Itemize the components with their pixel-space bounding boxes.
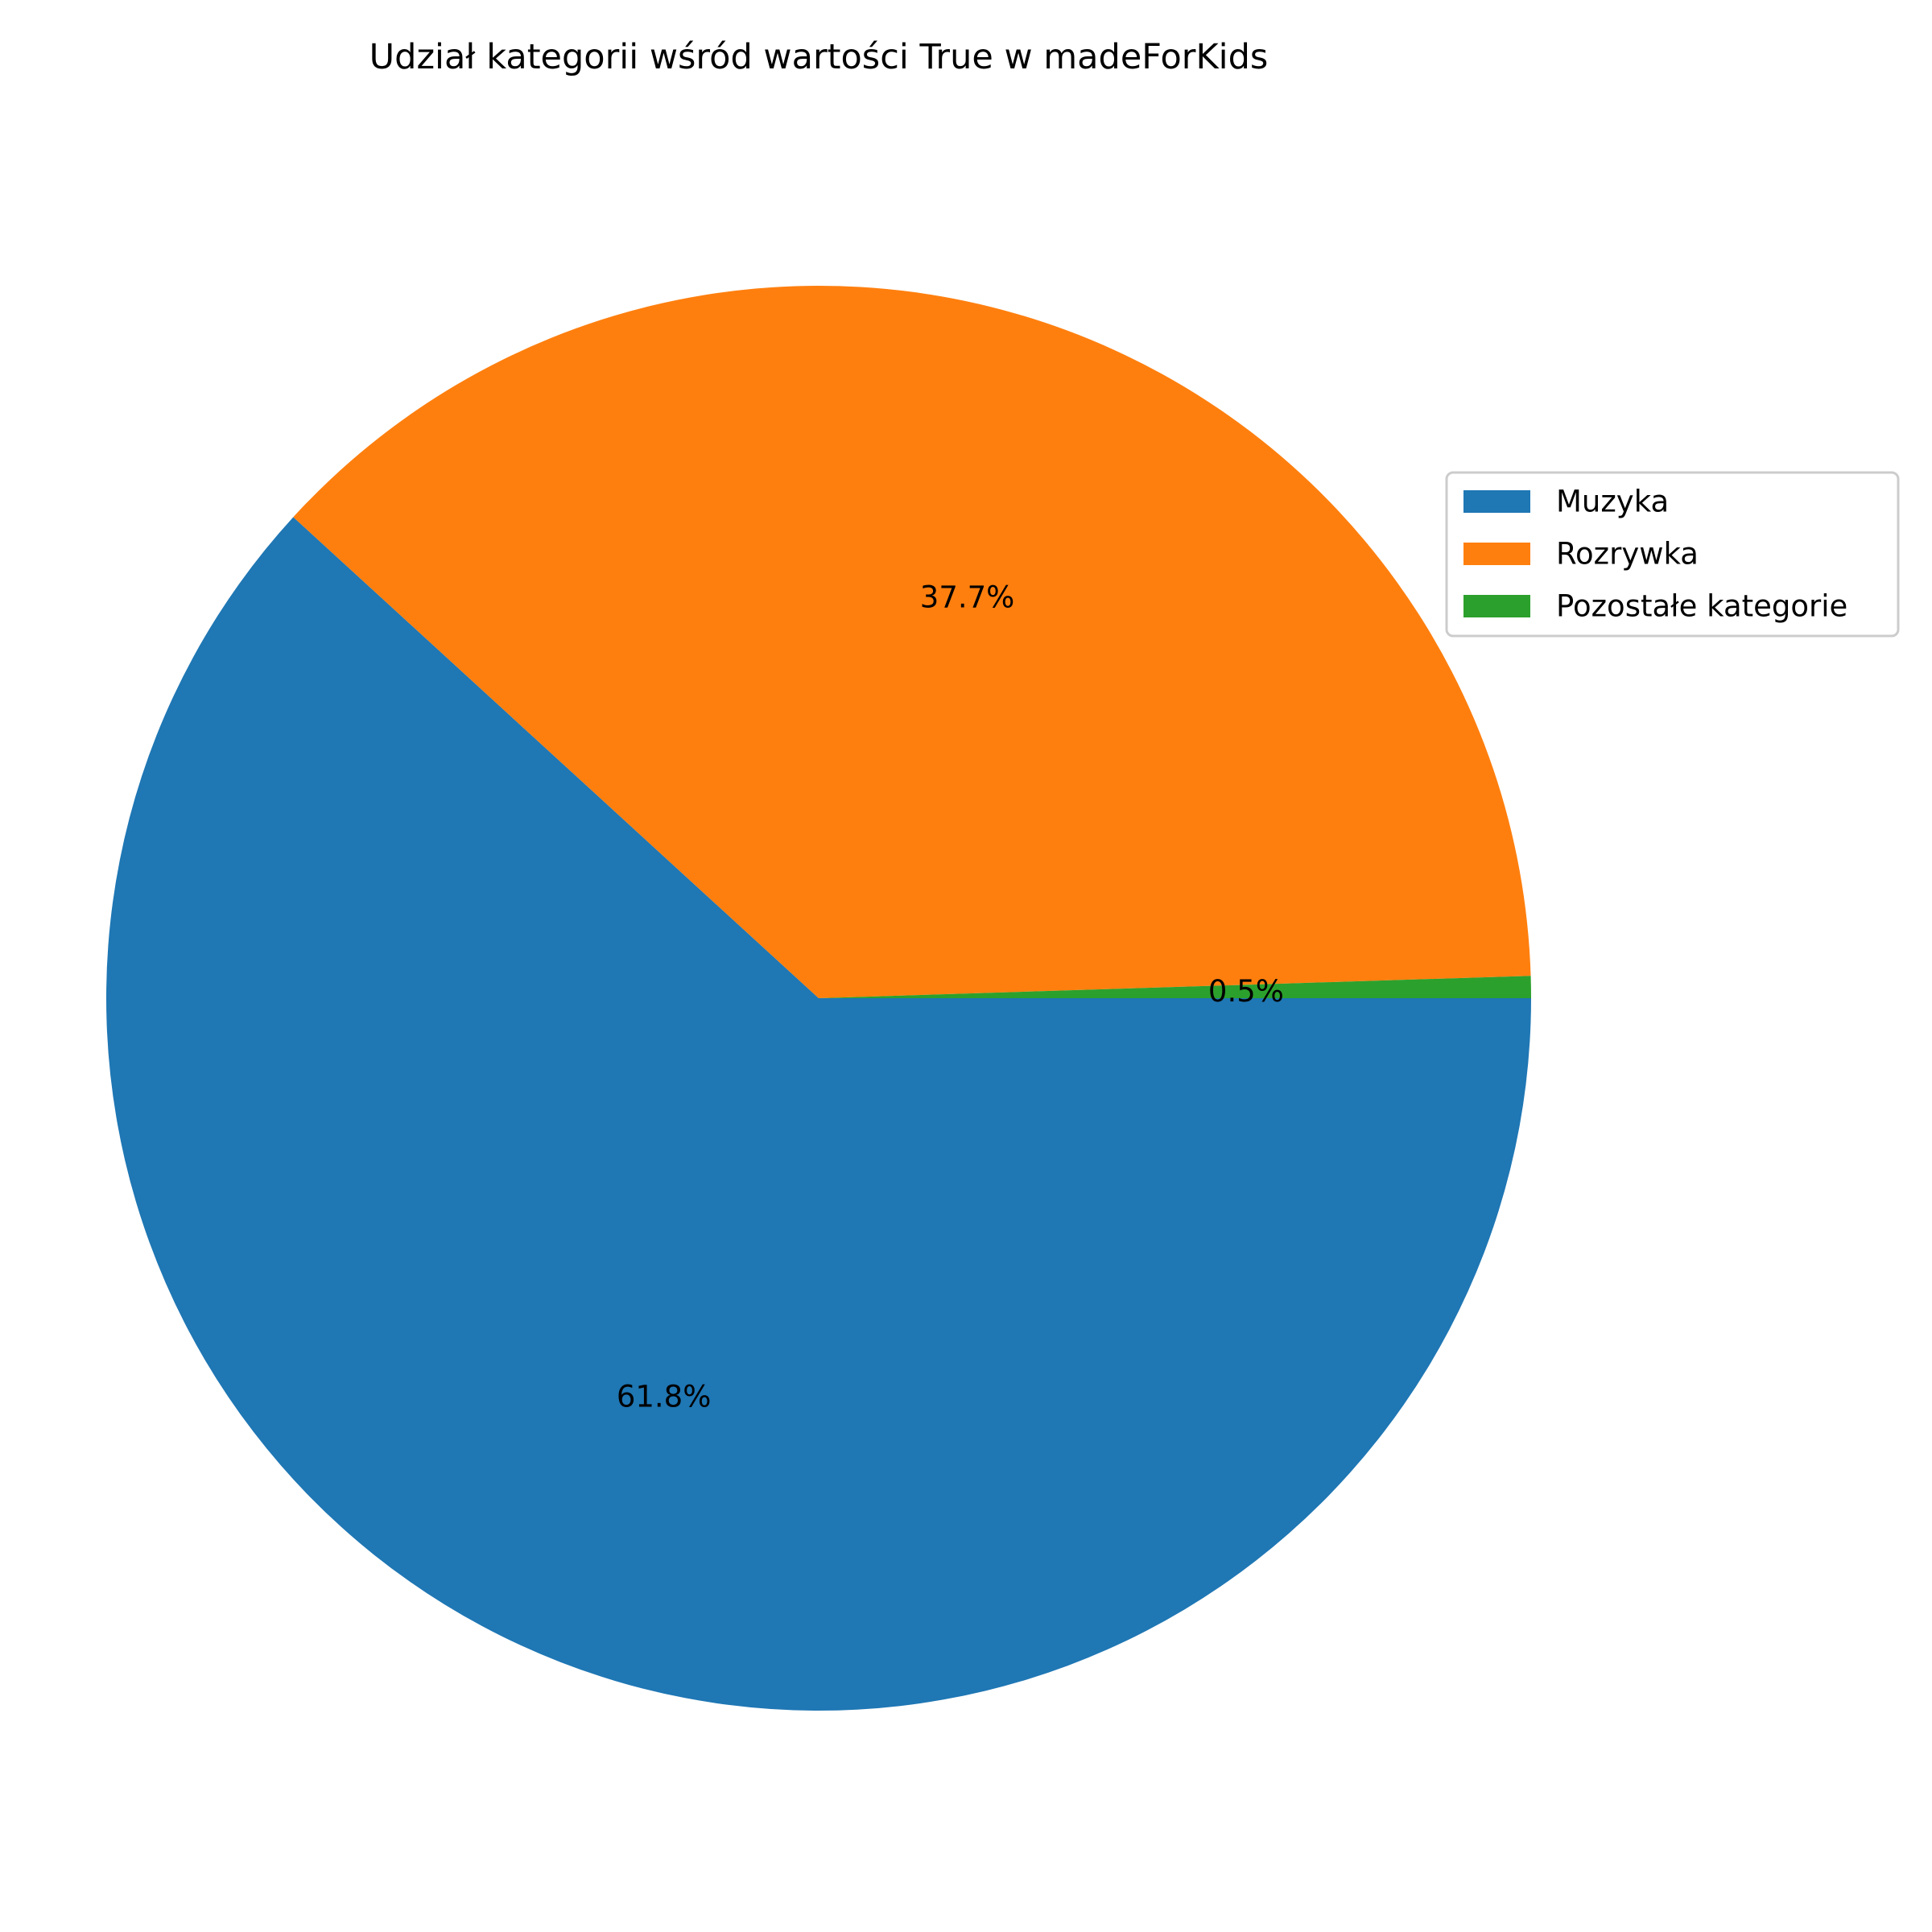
slice-pct-label: 61.8% <box>617 1379 712 1414</box>
slice-pct-label: 0.5% <box>1208 974 1284 1009</box>
legend: Muzyka Rozrywka Pozostałe kategorie <box>1445 471 1900 638</box>
legend-swatch <box>1463 595 1530 617</box>
legend-swatch <box>1463 490 1530 513</box>
pie-slice-labels: 61.8% 37.7% 0.5% <box>617 580 1284 1414</box>
pie-slice-rozrywka <box>293 285 1531 998</box>
chart-title: Udział kategorii wśród wartości True w m… <box>369 37 1269 77</box>
legend-label: Pozostałe kategorie <box>1556 589 1847 624</box>
legend-label: Rozrywka <box>1556 537 1699 572</box>
legend-swatch <box>1463 543 1530 565</box>
pie-slice-pozostałe-kategorie <box>819 976 1531 998</box>
legend-items: Muzyka Rozrywka Pozostałe kategorie <box>1463 485 1847 624</box>
legend-label: Muzyka <box>1556 485 1669 519</box>
pie-slices <box>105 285 1531 1711</box>
slice-pct-label: 37.7% <box>920 580 1015 615</box>
pie-slice-muzyka <box>105 517 1531 1711</box>
legend-frame <box>1445 471 1900 638</box>
